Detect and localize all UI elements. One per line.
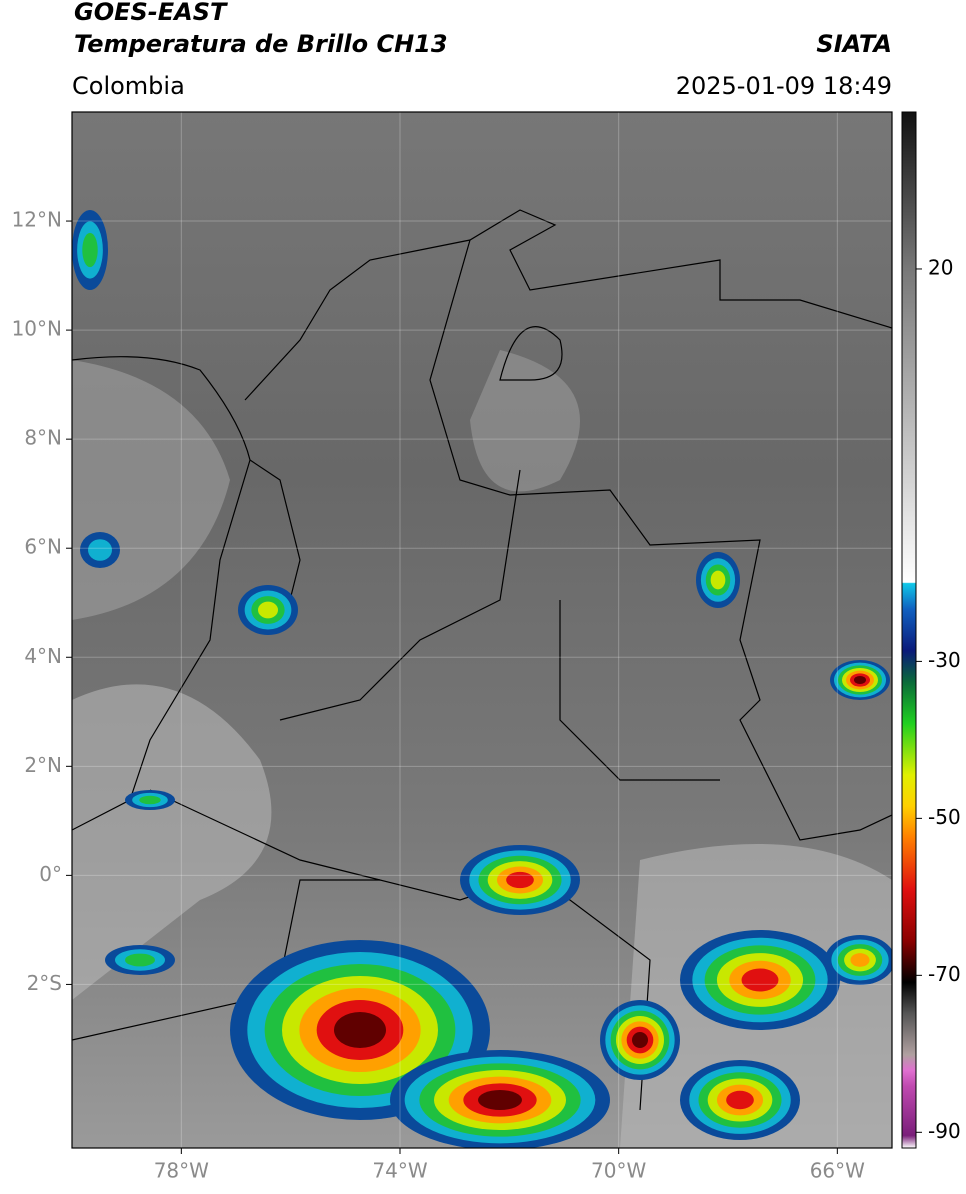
x-tick-label: 78°W [154, 1159, 209, 1183]
y-tick-label: 2°N [24, 753, 62, 777]
storm-cell [850, 953, 870, 967]
x-tick-label: 74°W [372, 1159, 427, 1183]
colorbar-label: -30 [928, 648, 961, 672]
storm-cell [741, 968, 779, 992]
cloud [72, 684, 272, 1000]
colorbar [901, 111, 917, 1149]
y-tick-label: 8°N [24, 426, 62, 450]
storm-cell [506, 871, 534, 889]
storm-cell [125, 953, 155, 967]
storm-cell [139, 795, 161, 805]
cloud [470, 350, 580, 492]
satellite-imagery [72, 112, 892, 1148]
y-tick-label: 6°N [24, 535, 62, 559]
storm-cell [710, 570, 726, 590]
colorbar-label: 20 [928, 255, 953, 279]
y-tick-label: 0° [39, 862, 62, 886]
title: GOES-EAST [74, 0, 228, 26]
colorbar-label: -90 [928, 1119, 961, 1143]
y-tick-label: 4°N [24, 644, 62, 668]
storm-cell [82, 232, 98, 268]
source: SIATA [816, 30, 892, 58]
storm-cell [334, 1012, 386, 1048]
map-frame [71, 111, 893, 1149]
subtitle: Temperatura de Brillo CH13 [74, 30, 448, 58]
colorbar-label: -70 [928, 962, 961, 986]
x-tick-label: 70°W [591, 1159, 646, 1183]
colorbar-label: -50 [928, 805, 961, 829]
datetime: 2025-01-09 18:49 [676, 72, 892, 100]
x-tick-label: 66°W [810, 1159, 865, 1183]
y-tick-label: 2°S [27, 971, 62, 995]
y-tick-label: 12°N [12, 208, 62, 232]
region: Colombia [72, 72, 185, 100]
storm-cell [88, 539, 112, 561]
storm-cell [854, 676, 866, 684]
storm-cell [478, 1090, 522, 1110]
storm-cell [258, 601, 278, 619]
y-tick-label: 10°N [12, 317, 62, 341]
storm-cell [726, 1090, 754, 1110]
storm-cell [632, 1032, 648, 1048]
